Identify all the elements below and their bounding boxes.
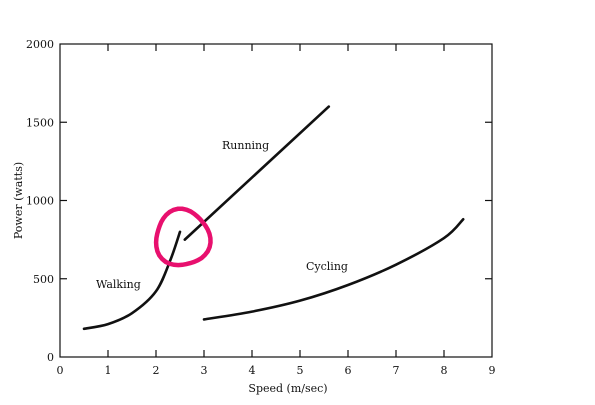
series-label-walking: Walking bbox=[96, 278, 141, 291]
tick-labels: 0 1 2 3 4 5 6 7 8 9 0 500 1000 1500 2000 bbox=[26, 38, 496, 377]
x-tick-label: 8 bbox=[441, 364, 448, 377]
x-tick-label: 6 bbox=[345, 364, 352, 377]
y-tick-label: 0 bbox=[47, 351, 54, 364]
y-axis-label: Power (watts) bbox=[12, 162, 25, 239]
y-tick-label: 500 bbox=[33, 273, 54, 286]
x-tick-label: 7 bbox=[393, 364, 400, 377]
x-tick-label: 2 bbox=[153, 364, 160, 377]
x-tick-label: 4 bbox=[249, 364, 256, 377]
y-tick-label: 1000 bbox=[26, 195, 54, 208]
y-tick-label: 1500 bbox=[26, 116, 54, 129]
x-tick-label: 9 bbox=[489, 364, 496, 377]
annotation-circle bbox=[153, 206, 213, 268]
series-labels: Walking Running Cycling bbox=[96, 139, 348, 291]
y-tick-label: 2000 bbox=[26, 38, 54, 51]
x-tick-label: 3 bbox=[201, 364, 208, 377]
series-line-cycling bbox=[202, 217, 465, 321]
series-line-running bbox=[183, 105, 331, 241]
series-label-running: Running bbox=[222, 139, 269, 152]
plot-frame bbox=[59, 43, 493, 358]
tick-marks bbox=[60, 44, 492, 357]
x-tick-label: 5 bbox=[297, 364, 304, 377]
x-tick-label: 1 bbox=[105, 364, 112, 377]
series-lines bbox=[82, 105, 465, 331]
x-axis-label: Speed (m/sec) bbox=[248, 382, 327, 395]
series-label-cycling: Cycling bbox=[306, 260, 348, 273]
series-line-walking bbox=[82, 230, 182, 331]
x-tick-label: 0 bbox=[57, 364, 64, 377]
